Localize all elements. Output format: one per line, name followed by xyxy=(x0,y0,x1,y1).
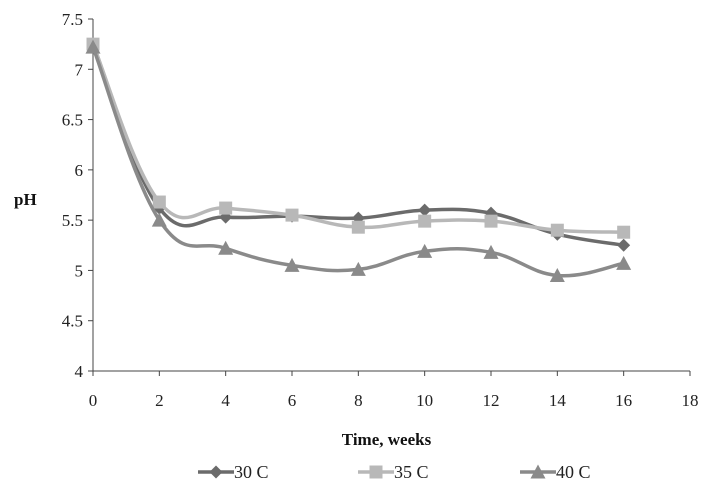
x-tick-label: 2 xyxy=(155,391,164,410)
y-axis-ticks: 4 4.5 5 5.5 6 6.5 7 7.5 xyxy=(62,10,93,381)
legend-item: 30 C xyxy=(198,462,269,482)
data-point xyxy=(616,255,632,270)
chart-axes xyxy=(92,19,690,372)
legend-item: 40 C xyxy=(520,462,591,482)
legend-label: 40 C xyxy=(556,462,591,482)
data-point xyxy=(484,214,498,228)
series-2 xyxy=(85,39,632,282)
y-tick-label: 5.5 xyxy=(62,211,83,230)
x-tick-label: 0 xyxy=(89,391,98,410)
x-tick-label: 18 xyxy=(682,391,699,410)
x-tick-label: 14 xyxy=(549,391,567,410)
data-point xyxy=(550,223,564,237)
y-tick-label: 6 xyxy=(75,161,84,180)
series-layer xyxy=(85,37,632,282)
data-point xyxy=(152,195,166,209)
data-point xyxy=(483,244,499,259)
x-axis-title: Time, weeks xyxy=(342,430,432,449)
data-point xyxy=(218,240,234,255)
data-point xyxy=(617,225,631,239)
y-tick-label: 4.5 xyxy=(62,312,83,331)
data-point xyxy=(418,214,432,228)
x-tick-label: 4 xyxy=(221,391,230,410)
legend-label: 35 C xyxy=(394,462,429,482)
legend-marker xyxy=(369,465,383,479)
series-1 xyxy=(86,37,631,239)
x-tick-label: 16 xyxy=(615,391,632,410)
x-axis-ticks: 0 2 4 6 8 10 12 14 16 18 xyxy=(89,371,699,410)
y-tick-label: 7 xyxy=(75,60,84,79)
data-point xyxy=(151,212,167,227)
legend-label: 30 C xyxy=(234,462,269,482)
x-tick-label: 12 xyxy=(483,391,500,410)
y-tick-label: 7.5 xyxy=(62,10,83,29)
x-tick-label: 6 xyxy=(288,391,297,410)
x-tick-label: 10 xyxy=(416,391,433,410)
data-point xyxy=(549,267,565,282)
data-point xyxy=(351,220,365,234)
x-tick-label: 8 xyxy=(354,391,363,410)
y-axis-title: pH xyxy=(14,190,37,209)
y-tick-label: 5 xyxy=(75,261,84,280)
chart-legend: 30 C 35 C 40 C xyxy=(198,462,591,482)
data-point xyxy=(285,208,299,222)
series-0 xyxy=(86,37,631,252)
data-point xyxy=(284,257,300,272)
data-point xyxy=(417,243,433,258)
legend-marker xyxy=(209,465,223,479)
y-tick-label: 6.5 xyxy=(62,111,83,130)
data-point xyxy=(350,261,366,276)
series-line xyxy=(91,43,624,234)
legend-item: 35 C xyxy=(358,462,429,482)
legend-marker xyxy=(530,464,546,479)
data-point xyxy=(418,203,432,217)
data-point xyxy=(85,39,101,54)
data-point xyxy=(219,201,233,215)
data-point xyxy=(617,238,631,252)
y-tick-label: 4 xyxy=(75,362,84,381)
series-line xyxy=(91,46,625,278)
